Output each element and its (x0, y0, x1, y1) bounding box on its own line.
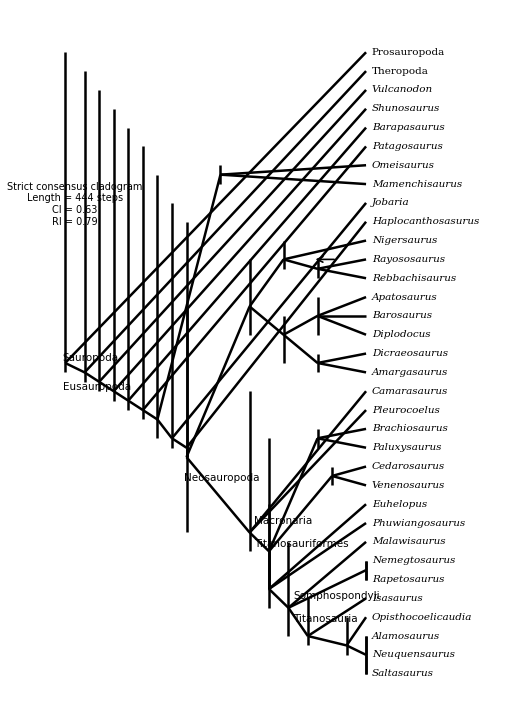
Text: Opisthocoelicaudia: Opisthocoelicaudia (372, 612, 472, 622)
Text: Diplodocus: Diplodocus (372, 330, 431, 339)
Text: Titanosauriformes: Titanosauriformes (254, 539, 349, 549)
Text: Phuwiangosaurus: Phuwiangosaurus (372, 518, 465, 528)
Text: Somphospondyli: Somphospondyli (293, 591, 380, 601)
Text: Patagosaurus: Patagosaurus (372, 142, 443, 151)
Text: Sauropoda: Sauropoda (63, 353, 119, 363)
Text: Neosauropoda: Neosauropoda (184, 473, 260, 483)
Text: Rebbachisaurus: Rebbachisaurus (372, 274, 456, 283)
Text: Omeisaurus: Omeisaurus (372, 160, 435, 170)
Text: Vulcanodon: Vulcanodon (372, 86, 433, 94)
Text: Rapetosaurus: Rapetosaurus (372, 575, 444, 584)
Text: Prosauropoda: Prosauropoda (372, 48, 445, 57)
Text: Venenosaurus: Venenosaurus (372, 481, 445, 490)
Text: Macronaria: Macronaria (254, 516, 313, 526)
Text: Dicraeosaurus: Dicraeosaurus (372, 349, 448, 358)
Text: Barosaurus: Barosaurus (372, 312, 432, 320)
Text: Haplocanthosasurus: Haplocanthosasurus (372, 217, 479, 226)
Text: Camarasaurus: Camarasaurus (372, 386, 448, 396)
Text: Saltasaurus: Saltasaurus (372, 670, 434, 678)
Text: Mamenchisaurus: Mamenchisaurus (372, 180, 462, 188)
Text: Paluxysaurus: Paluxysaurus (372, 443, 441, 452)
Text: Jobaria: Jobaria (372, 198, 410, 207)
Text: Brachiosaurus: Brachiosaurus (372, 424, 448, 434)
Text: Amargasaurus: Amargasaurus (372, 368, 448, 377)
Text: Pleurocoelus: Pleurocoelus (372, 406, 440, 414)
Text: Rayososaurus: Rayososaurus (372, 255, 445, 264)
Text: Neuquensaurus: Neuquensaurus (372, 650, 455, 660)
Text: Nemegtosaurus: Nemegtosaurus (372, 556, 455, 565)
Text: Strict consensus cladogram
Length = 444 steps
CI = 0.63
RI = 0.79: Strict consensus cladogram Length = 444 … (7, 182, 142, 227)
Text: Shunosaurus: Shunosaurus (372, 104, 440, 113)
Text: Theropoda: Theropoda (372, 66, 429, 76)
Text: Nigersaurus: Nigersaurus (372, 236, 437, 245)
Text: Euhelopus: Euhelopus (372, 500, 427, 508)
Text: Alamosaurus: Alamosaurus (372, 632, 440, 640)
Text: Apatosaurus: Apatosaurus (372, 292, 438, 302)
Text: Cedarosaurus: Cedarosaurus (372, 462, 445, 471)
Text: Barapasaurus: Barapasaurus (372, 123, 444, 132)
Text: Titanosauria: Titanosauria (293, 615, 358, 625)
Text: Isasaurus: Isasaurus (372, 594, 422, 603)
Text: Malawisaurus: Malawisaurus (372, 538, 445, 546)
Text: Eusauropoda: Eusauropoda (63, 382, 131, 392)
